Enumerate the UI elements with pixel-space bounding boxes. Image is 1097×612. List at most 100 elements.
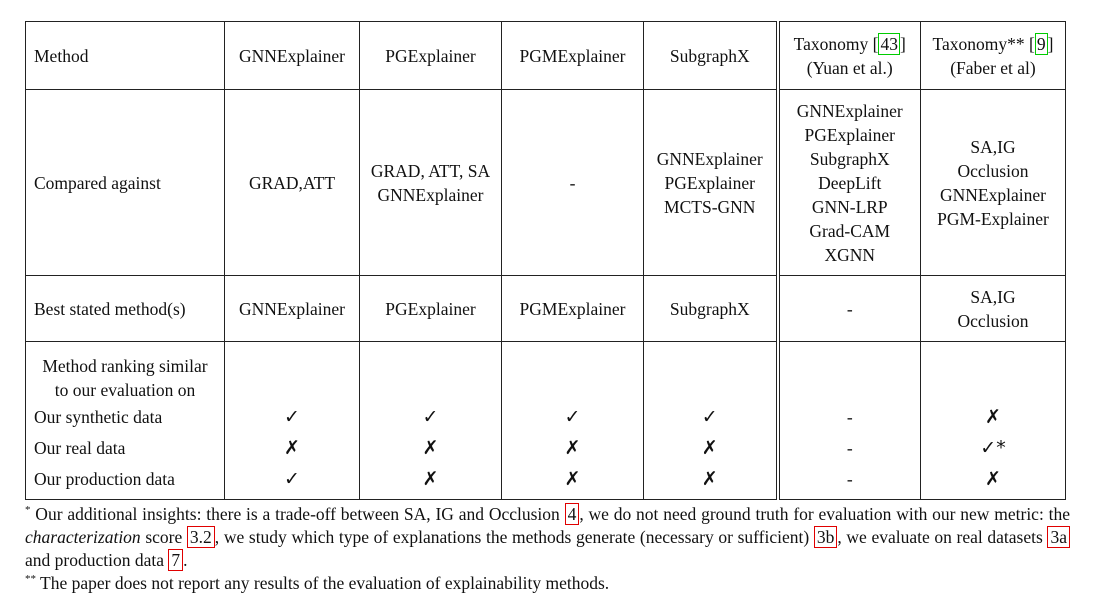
ranking-mark: ✗	[422, 468, 439, 490]
best-subgraphx: SubgraphX	[643, 275, 778, 342]
taxonomy-authors: (Yuan et al.)	[806, 57, 893, 78]
footnote-text: , we do not need ground truth for evalua…	[579, 504, 1071, 524]
compared-item: SubgraphX	[809, 148, 890, 169]
best-item: Occlusion	[957, 310, 1029, 331]
ranking-mark: ✗	[985, 406, 1001, 428]
compared-item: PGExplainer	[664, 172, 755, 193]
ranking-mark: ✗	[422, 437, 439, 459]
ranking-mark: -	[846, 407, 853, 427]
compared-taxonomy-yuan: GNNExplainer PGExplainer SubgraphX DeepL…	[775, 89, 921, 276]
compared-item: Grad-CAM	[809, 220, 891, 241]
ranking-mark: ✓	[701, 406, 718, 428]
header-row: Method GNNExplainer PGExplainer PGMExpla…	[25, 21, 1066, 90]
compared-item: GNNExplainer	[656, 148, 763, 169]
compared-item: GRAD,ATT	[248, 172, 336, 193]
footnote-text: and production data	[25, 550, 169, 570]
footnote-1: * Our additional insights: there is a tr…	[25, 503, 1070, 572]
section-link-3a[interactable]: 3a	[1047, 526, 1070, 548]
compared-item: GNN-LRP	[811, 196, 888, 217]
compared-row: Compared against GRAD,ATT GRAD, ATT, SA …	[25, 89, 1066, 276]
taxonomy-label: Taxonomy	[793, 33, 869, 54]
footnote-text: , we study which type of explanations th…	[214, 527, 814, 547]
ranking-mark: ✗	[985, 468, 1001, 490]
ranking-label-real: Our real data	[34, 438, 126, 458]
compared-item: GNNExplainer	[377, 184, 484, 205]
ranking-header-line: to our evaluation on	[54, 380, 196, 400]
compared-item: MCTS-GNN	[664, 196, 756, 217]
footnote-emphasis: characterization	[25, 527, 141, 547]
footnote-marker: *	[25, 504, 31, 517]
compared-item: -	[569, 172, 576, 193]
footnote-text: .	[183, 550, 188, 570]
header-taxonomy-faber: Taxonomy** [9] (Faber et al)	[920, 21, 1066, 90]
compared-taxonomy-faber: SA,IG Occlusion GNNExplainer PGM-Explain…	[920, 89, 1066, 276]
section-link-7[interactable]: 7	[168, 549, 184, 571]
ranking-header-line: Method ranking similar	[42, 356, 208, 376]
compared-item: Occlusion	[957, 160, 1029, 181]
ranking-pgexplainer: ✓ ✗ ✗	[359, 341, 502, 500]
best-pgmexplainer: PGMExplainer	[501, 275, 644, 342]
compared-item: DeepLift	[818, 172, 882, 193]
ranking-mark: ✗	[701, 468, 718, 490]
footnotes: * Our additional insights: there is a tr…	[25, 503, 1070, 595]
best-taxonomy-yuan: -	[775, 275, 921, 342]
compared-item: XGNN	[824, 244, 876, 265]
ranking-header: Method ranking similar to our evaluation…	[26, 346, 224, 402]
ranking-mark: ✗	[564, 468, 581, 490]
best-pgexplainer: PGExplainer	[359, 275, 502, 342]
ranking-row: Method ranking similar to our evaluation…	[25, 341, 1066, 500]
header-pgmexplainer: PGMExplainer	[501, 21, 644, 90]
compared-item: PGExplainer	[804, 124, 895, 145]
ranking-taxonomy-faber: ✗ ✓* ✗	[920, 341, 1066, 500]
footnote-text: Our additional insights: there is a trad…	[30, 504, 565, 524]
best-taxonomy-faber: SA,IG Occlusion	[920, 275, 1066, 342]
section-link-3b[interactable]: 3b	[813, 526, 838, 548]
best-gnnexplainer: GNNExplainer	[224, 275, 360, 342]
footnote-text: score	[140, 527, 187, 547]
best-row: Best stated method(s) GNNExplainer PGExp…	[25, 275, 1066, 342]
ranking-pgmexplainer: ✓ ✗ ✗	[501, 341, 644, 500]
best-item: SA,IG	[970, 286, 1016, 307]
ranking-mark: -	[846, 438, 853, 458]
footnote-text: , we evaluate on real datasets	[837, 527, 1048, 547]
section-link-3-2[interactable]: 3.2	[186, 526, 215, 548]
compared-item: GRAD, ATT, SA	[370, 160, 491, 181]
footnote-text: The paper does not report any results of…	[36, 573, 610, 593]
compared-label: Compared against	[25, 89, 225, 276]
ranking-gnnexplainer: ✓ ✗ ✓	[224, 341, 360, 500]
ranking-mark: ✓	[564, 406, 581, 428]
section-link-4[interactable]: 4	[564, 503, 580, 525]
compared-subgraphx: GNNExplainer PGExplainer MCTS-GNN	[643, 89, 778, 276]
compared-pgexplainer: GRAD, ATT, SA GNNExplainer	[359, 89, 502, 276]
compared-pgmexplainer: -	[501, 89, 644, 276]
compared-gnnexplainer: GRAD,ATT	[224, 89, 360, 276]
ranking-mark: ✓	[284, 406, 300, 428]
ranking-mark: ✗	[284, 437, 300, 459]
ranking-mark: -	[846, 469, 853, 489]
header-gnnexplainer: GNNExplainer	[224, 21, 360, 90]
taxonomy-label: Taxonomy**	[932, 33, 1025, 54]
ranking-subgraphx: ✓ ✗ ✗	[643, 341, 778, 500]
footnote-2: ** The paper does not report any results…	[25, 572, 1070, 595]
ranking-mark: ✓	[422, 406, 439, 428]
header-method: Method	[25, 21, 225, 90]
compared-item: GNNExplainer	[796, 100, 903, 121]
ranking-labels: Method ranking similar to our evaluation…	[25, 341, 225, 500]
ranking-mark: ✓	[284, 468, 300, 490]
compared-item: GNNExplainer	[940, 184, 1046, 205]
best-label: Best stated method(s)	[25, 275, 225, 342]
citation-link-9[interactable]: 9	[1034, 32, 1048, 55]
comparison-table: Method GNNExplainer PGExplainer PGMExpla…	[25, 21, 1066, 500]
compared-item: SA,IG	[970, 136, 1016, 157]
citation-link-43[interactable]: 43	[878, 32, 900, 55]
header-taxonomy-yuan: Taxonomy [43] (Yuan et al.)	[775, 21, 921, 90]
header-subgraphx: SubgraphX	[643, 21, 778, 90]
ranking-mark: ✗	[564, 437, 581, 459]
taxonomy-authors: (Faber et al)	[950, 57, 1036, 78]
ranking-label-production: Our production data	[34, 469, 175, 489]
ranking-mark: ✗	[701, 437, 718, 459]
header-pgexplainer: PGExplainer	[359, 21, 502, 90]
ranking-mark: ✓*	[980, 437, 1006, 459]
footnote-marker: **	[25, 573, 36, 586]
compared-item: PGM-Explainer	[937, 208, 1049, 229]
